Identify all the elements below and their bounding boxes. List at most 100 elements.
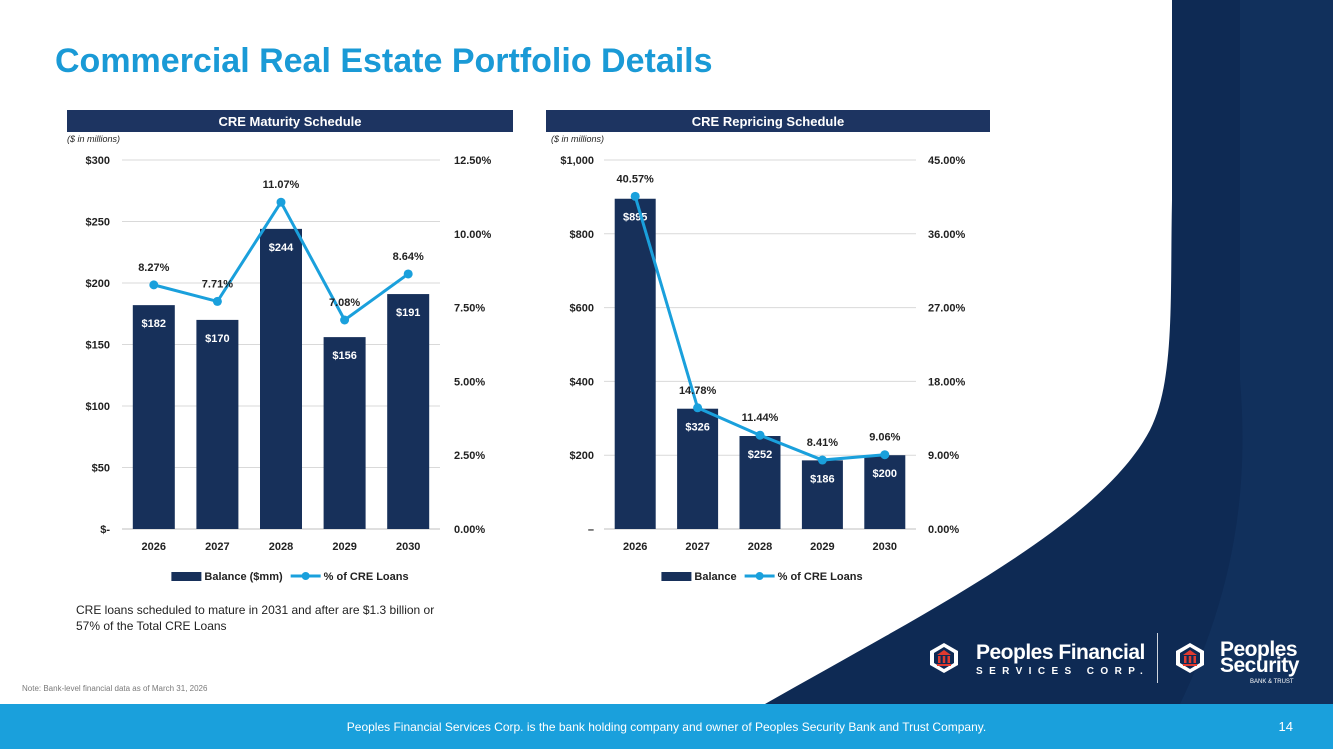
ps-logo-sub: BANK & TRUST — [1250, 679, 1294, 685]
bar-value-label: $244 — [269, 242, 294, 254]
right-tick-label: 7.50% — [454, 303, 485, 315]
left-tick-label: $50 — [92, 463, 110, 475]
category-label: 2028 — [269, 541, 293, 553]
category-label: 2027 — [205, 541, 229, 553]
chart-svg: CRE Maturity Schedule ($ in millions) $- $5… — [67, 110, 513, 583]
ps-logo-name-2: Security — [1220, 654, 1299, 677]
pf-logo-sub: SERVICES CORP. — [976, 666, 1150, 677]
legend: Balance ($mm) % of CRE Loans — [171, 571, 409, 583]
category-label: 2028 — [748, 541, 772, 553]
line-point — [630, 191, 640, 201]
pf-logo-name: Peoples Financial — [976, 641, 1145, 664]
bar-value-label: $182 — [142, 318, 166, 330]
bar-value-label: $191 — [396, 307, 420, 319]
chart-title: CRE Repricing Schedule — [692, 114, 844, 129]
footer-bar: Peoples Financial Services Corp. is the … — [0, 704, 1333, 749]
bar — [132, 305, 175, 529]
right-tick-label: 45.00% — [928, 155, 966, 167]
legend-label-balance: Balance — [694, 571, 736, 583]
left-tick-label: $400 — [570, 376, 594, 388]
logo-divider — [1157, 633, 1158, 683]
right-tick-label: 0.00% — [454, 524, 485, 536]
category-label: 2030 — [873, 541, 897, 553]
line-point — [817, 455, 827, 465]
units-note: ($ in millions) — [551, 134, 604, 144]
legend-swatch-bar — [171, 572, 202, 581]
line-point — [403, 269, 413, 279]
maturity-note: CRE loans scheduled to mature in 2031 an… — [76, 603, 435, 633]
line-value-label: 8.64% — [393, 251, 424, 263]
line-point — [340, 315, 350, 325]
line-point — [276, 197, 286, 207]
right-tick-label: 12.50% — [454, 155, 492, 167]
legend-swatch-dot — [301, 572, 310, 580]
left-tick-label: $- — [100, 524, 110, 536]
chart-title: CRE Maturity Schedule — [218, 114, 361, 129]
bar — [260, 228, 302, 529]
bar-value-label: $156 — [332, 350, 356, 362]
left-tick-label: $300 — [86, 155, 110, 167]
category-label: 2029 — [332, 541, 356, 553]
legend-swatch-dot — [755, 572, 764, 580]
line-value-label: 7.08% — [329, 297, 360, 309]
right-tick-label: 2.50% — [454, 450, 485, 462]
dark-blue-panel-shade — [1180, 0, 1333, 704]
chart-header-bar — [67, 110, 513, 132]
category-label: 2027 — [685, 541, 709, 553]
bar — [323, 337, 366, 529]
bar — [614, 198, 656, 529]
chart-svg: CRE Repricing Schedule ($ in millions) – $2… — [546, 110, 990, 583]
category-label: 2029 — [810, 541, 834, 553]
line-value-label: 11.44% — [742, 412, 779, 424]
line-point — [880, 450, 890, 460]
page-number: 14 — [1278, 719, 1293, 734]
line-value-label: 14.78% — [679, 385, 717, 397]
bar-value-label: $186 — [810, 473, 834, 485]
units-note: ($ in millions) — [67, 134, 120, 144]
bar — [739, 436, 781, 529]
line-value-label: 40.57% — [617, 173, 655, 185]
left-tick-label: – — [588, 524, 594, 536]
right-tick-label: 5.00% — [454, 376, 485, 388]
dark-blue-panel — [765, 0, 1333, 704]
bar — [864, 455, 906, 529]
line-value-label: 8.27% — [138, 262, 169, 274]
legend-label-balance: Balance ($mm) — [204, 571, 283, 583]
category-label: 2026 — [623, 541, 647, 553]
right-tick-label: 9.00% — [928, 450, 959, 462]
bank-shield-icon — [930, 643, 958, 673]
category-label: 2030 — [396, 541, 420, 553]
right-tick-label: 36.00% — [928, 229, 966, 241]
legend-label-percent: % of CRE Loans — [778, 571, 863, 583]
chart-header-bar — [546, 110, 990, 132]
bar — [196, 319, 239, 529]
ps-logo-name-1: Peoples — [1220, 638, 1298, 661]
line-point — [755, 430, 765, 440]
left-tick-label: $600 — [570, 303, 594, 315]
line-point — [212, 296, 222, 306]
line-value-label: 9.06% — [869, 432, 900, 444]
line-value-label: 7.71% — [202, 278, 233, 290]
left-tick-label: $200 — [570, 450, 594, 462]
legend-swatch-bar — [661, 572, 692, 581]
left-tick-label: $800 — [570, 229, 594, 241]
footnote: Note: Bank-level financial data as of Ma… — [22, 684, 208, 693]
bar — [387, 294, 430, 529]
left-tick-label: $150 — [86, 340, 110, 352]
line-value-label: 11.07% — [263, 179, 300, 191]
footer-text: Peoples Financial Services Corp. is the … — [346, 720, 987, 734]
right-tick-label: 27.00% — [928, 303, 966, 315]
bar-value-label: $170 — [205, 333, 229, 345]
left-tick-label: $1,000 — [560, 155, 594, 167]
company-logos: Peoples Financial SERVICES CORP. Peoples… — [928, 633, 1318, 685]
left-tick-label: $100 — [86, 401, 110, 413]
legend-label-percent: % of CRE Loans — [324, 571, 409, 583]
bar-value-label: $200 — [873, 468, 897, 480]
bar-value-label: $252 — [748, 449, 772, 461]
left-tick-label: $250 — [86, 217, 110, 229]
category-label: 2026 — [142, 541, 166, 553]
page-title: Commercial Real Estate Portfolio Details — [55, 42, 713, 80]
right-tick-label: 0.00% — [928, 524, 959, 536]
left-tick-label: $200 — [86, 278, 110, 290]
